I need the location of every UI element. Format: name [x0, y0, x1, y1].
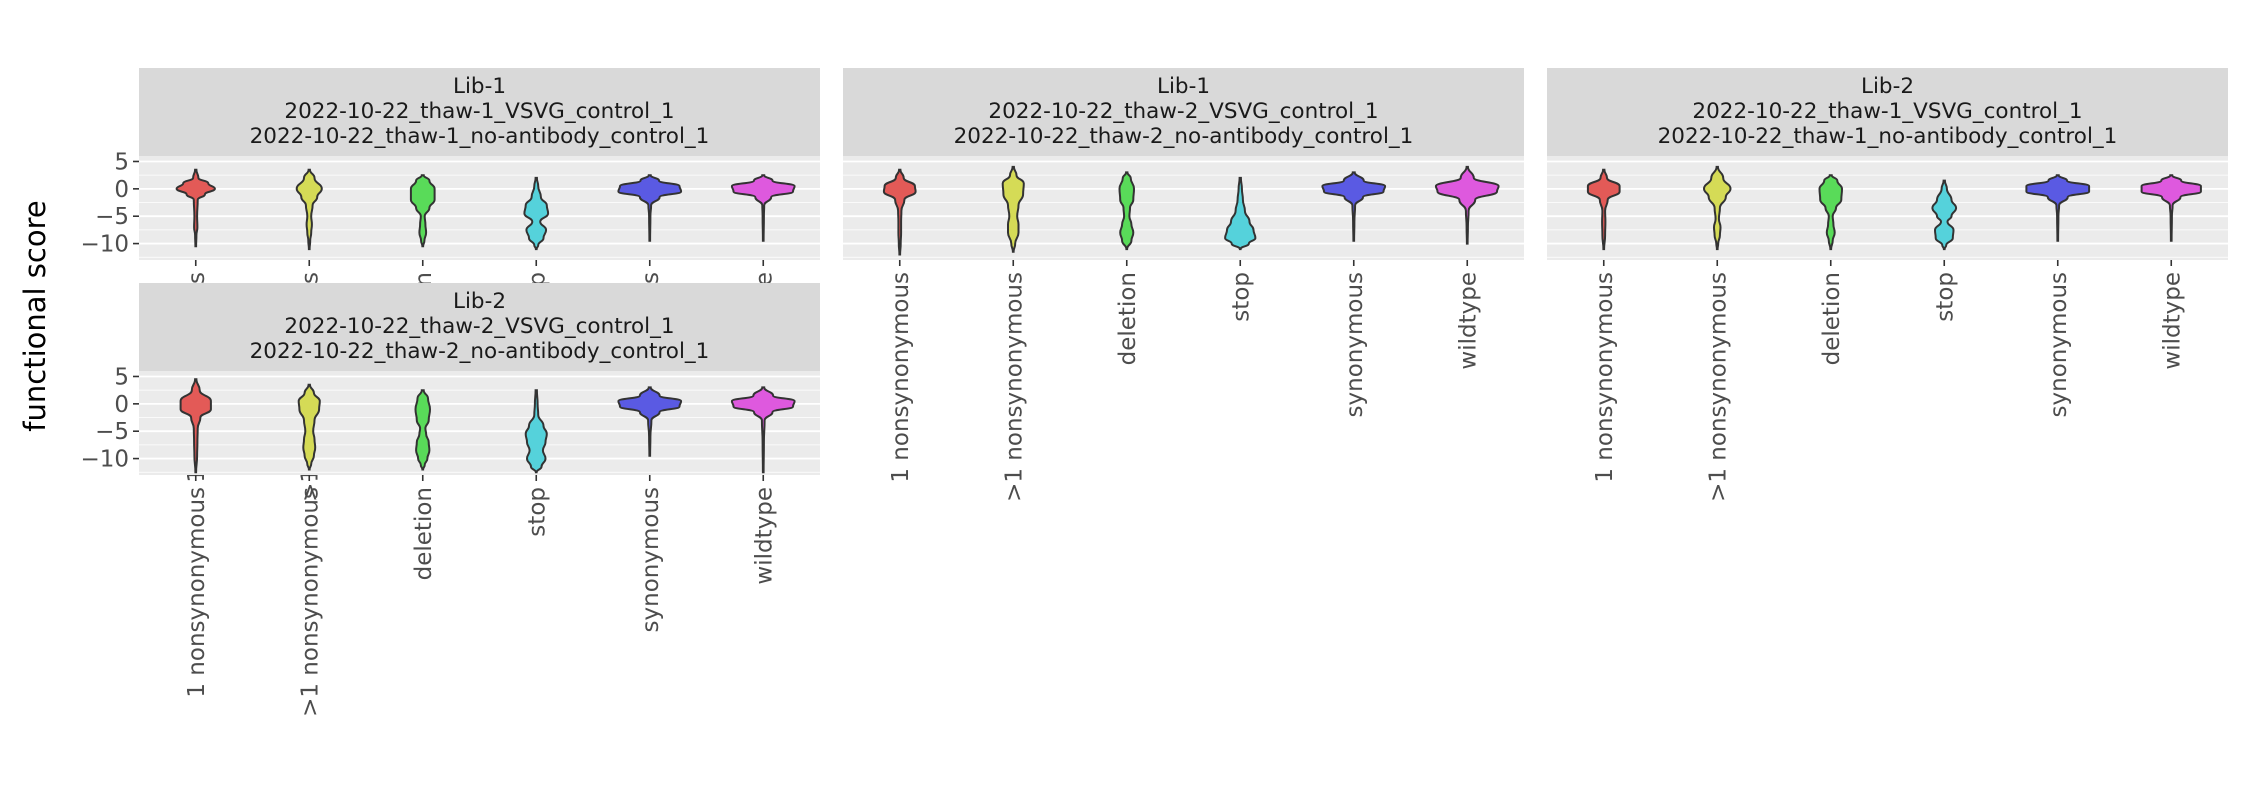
violin-stop — [1931, 179, 1958, 251]
violin-1-nonsynonymous — [882, 168, 917, 256]
y-tick-label: −5 — [95, 204, 129, 230]
y-tick-label: −10 — [80, 232, 129, 258]
violin--1-nonsynonymous — [295, 168, 323, 251]
violin-synonymous — [1321, 171, 1387, 242]
facet-strip-label: 2022-10-22_thaw-2_VSVG_control_1 — [284, 314, 674, 339]
violin-deletion — [409, 174, 436, 248]
facet-panel: Lib-22022-10-22_thaw-2_VSVG_control_1202… — [80, 283, 820, 717]
x-tick-label: 1 nonsynonymous — [888, 272, 914, 483]
plot-background — [1547, 156, 2228, 260]
x-tick-label: stop — [1228, 272, 1254, 322]
violin-wildtype — [730, 174, 796, 242]
violin-synonymous — [617, 386, 683, 457]
y-tick-label: 5 — [114, 149, 129, 175]
x-tick-label: >1 nonsynonymous — [1001, 272, 1027, 502]
y-tick-label: −10 — [80, 447, 129, 473]
facet-strip-background — [139, 68, 820, 156]
violin-synonymous — [2025, 174, 2091, 242]
x-tick-label: synonymous — [1342, 272, 1368, 417]
violin-synonymous — [617, 174, 683, 242]
facet-strip-label: Lib-1 — [453, 74, 506, 99]
facet-panel: Lib-22022-10-22_thaw-1_VSVG_control_1202… — [1547, 68, 2228, 502]
x-tick-label: synonymous — [638, 487, 664, 632]
plot-background — [843, 156, 1524, 260]
x-tick-label: 1 nonsynonymous — [1592, 272, 1618, 483]
facet-panels: Lib-12022-10-22_thaw-1_VSVG_control_1202… — [80, 68, 2228, 717]
facet-strip-label: 2022-10-22_thaw-2_VSVG_control_1 — [988, 99, 1378, 124]
facet-strip-label: Lib-2 — [453, 289, 506, 314]
x-tick-label: deletion — [1819, 272, 1845, 365]
y-tick-label: −5 — [95, 419, 129, 445]
x-tick-label: deletion — [411, 487, 437, 580]
facet-strip-label: 2022-10-22_thaw-1_VSVG_control_1 — [1692, 99, 2082, 124]
facet-strip-background — [139, 283, 820, 371]
facet-strip-label: Lib-2 — [1861, 74, 1914, 99]
violin--1-nonsynonymous — [297, 383, 321, 471]
violin-wildtype — [1434, 165, 1500, 245]
y-tick-label: 0 — [114, 392, 129, 418]
x-tick-label: stop — [1932, 272, 1958, 322]
x-tick-label: wildtype — [751, 487, 777, 585]
violin-stop — [523, 176, 550, 251]
x-tick-label: deletion — [1115, 272, 1141, 365]
violin-1-nonsynonymous — [179, 378, 212, 474]
x-tick-label: wildtype — [1455, 272, 1481, 370]
violin-deletion — [1118, 171, 1136, 251]
plot-background — [139, 156, 820, 260]
facet-strip-label: Lib-1 — [1157, 74, 1210, 99]
facet-strip-background — [843, 68, 1524, 156]
violin--1-nonsynonymous — [1702, 165, 1732, 251]
x-tick-label: >1 nonsynonymous — [297, 487, 323, 717]
facet-strip-label: 2022-10-22_thaw-1_VSVG_control_1 — [284, 99, 674, 124]
violin-deletion — [1818, 174, 1844, 251]
x-tick-label: 1 nonsynonymous — [184, 487, 210, 698]
plot-background — [139, 371, 820, 475]
y-tick-label: 5 — [114, 364, 129, 390]
x-tick-label: synonymous — [2046, 272, 2072, 417]
facet-panel: Lib-12022-10-22_thaw-2_VSVG_control_1202… — [843, 68, 1524, 502]
violin-deletion — [414, 389, 432, 471]
x-tick-label: stop — [524, 487, 550, 537]
facet-strip-label: 2022-10-22_thaw-1_no-antibody_control_1 — [1658, 124, 2118, 149]
violin--1-nonsynonymous — [1001, 165, 1025, 253]
x-tick-label: wildtype — [2159, 272, 2185, 370]
violin-wildtype — [730, 386, 796, 474]
y-tick-label: 0 — [114, 177, 129, 203]
violin-wildtype — [2140, 174, 2202, 242]
x-tick-label: >1 nonsynonymous — [1705, 272, 1731, 502]
violin-1-nonsynonymous — [1586, 168, 1621, 251]
facet-strip-label: 2022-10-22_thaw-2_no-antibody_control_1 — [250, 339, 710, 364]
violin-stop — [524, 389, 548, 474]
y-axis-title: functional score — [18, 200, 52, 431]
facet-strip-background — [1547, 68, 2228, 156]
violin-1-nonsynonymous — [175, 168, 216, 248]
violin-stop — [1224, 176, 1257, 251]
facet-strip-label: 2022-10-22_thaw-1_no-antibody_control_1 — [250, 124, 710, 149]
facet-strip-label: 2022-10-22_thaw-2_no-antibody_control_1 — [954, 124, 1414, 149]
